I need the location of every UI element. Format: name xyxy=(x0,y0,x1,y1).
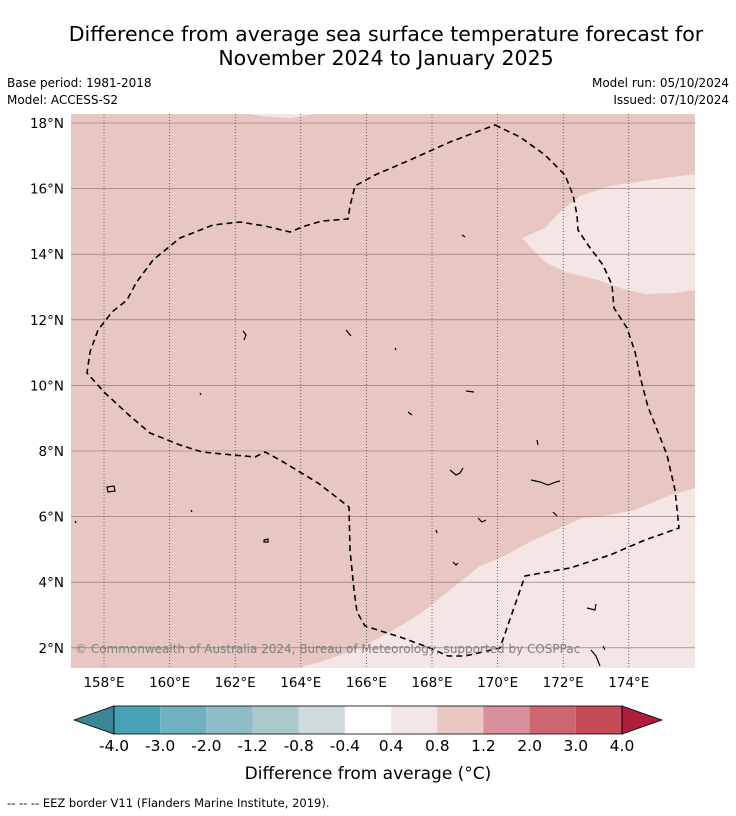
map-title: Difference from average sea surface temp… xyxy=(0,22,736,70)
latitude-labels: 18°N 16°N 14°N 12°N 10°N 8°N 6°N 4°N 2°N xyxy=(30,116,64,657)
lat-label: 18°N xyxy=(30,116,64,132)
colorbar-segment xyxy=(206,706,253,734)
colorbar-segment xyxy=(252,706,299,734)
colorbar-tick: 2.0 xyxy=(517,737,542,755)
lat-label: 6°N xyxy=(39,510,64,526)
anomaly-region-light-northeast xyxy=(522,174,695,294)
colorbar-segment xyxy=(114,706,161,734)
colorbar-tick: -2.0 xyxy=(191,737,221,755)
lat-label: 4°N xyxy=(39,575,64,591)
lon-label: 172°E xyxy=(543,675,584,691)
title-line-2: November 2024 to January 2025 xyxy=(218,46,554,70)
eez-border xyxy=(86,124,680,657)
lon-label: 174°E xyxy=(608,675,649,691)
colorbar-segment xyxy=(344,706,392,734)
lon-label: 158°E xyxy=(83,675,124,691)
model-run: Model run: 05/10/2024 xyxy=(591,76,729,90)
colorbar-tick: 1.2 xyxy=(471,737,496,755)
islands xyxy=(74,234,606,667)
colorbar-segment xyxy=(575,706,622,734)
colorbar-label: Difference from average (°C) xyxy=(244,764,492,784)
colorbar-tick: -3.0 xyxy=(145,737,175,755)
colorbar-segment xyxy=(437,706,484,734)
lat-label: 16°N xyxy=(30,182,64,198)
meta-right: Model run: 05/10/2024 Issued: 07/10/2024 xyxy=(592,75,729,109)
gridlines xyxy=(71,114,695,668)
colorbar-segment xyxy=(391,706,438,734)
title-line-1: Difference from average sea surface temp… xyxy=(68,22,704,46)
footnote: -- -- -- EEZ border V11 (Flanders Marine… xyxy=(7,796,330,810)
colorbar-segment xyxy=(298,706,345,734)
colorbar-tick: -0.8 xyxy=(284,737,314,755)
colorbar-segment xyxy=(483,706,530,734)
colorbar-tick: -1.2 xyxy=(237,737,267,755)
lat-label: 12°N xyxy=(30,313,64,329)
colorbar-frame xyxy=(113,705,623,735)
colorbar-tick: 4.0 xyxy=(610,737,635,755)
anomaly-region-light-southeast xyxy=(297,488,695,668)
lon-label: 170°E xyxy=(477,675,518,691)
issued-date: Issued: 07/10/2024 xyxy=(613,93,729,107)
lon-label: 164°E xyxy=(280,675,321,691)
lon-label: 166°E xyxy=(346,675,387,691)
model-name: Model: ACCESS-S2 xyxy=(7,93,119,107)
colorbar-segment xyxy=(160,706,207,734)
colorbar-segment xyxy=(529,706,576,734)
lat-label: 10°N xyxy=(30,378,64,394)
lat-label: 8°N xyxy=(39,444,64,460)
lon-label: 160°E xyxy=(149,675,190,691)
copyright-text: © Commonwealth of Australia 2024, Bureau… xyxy=(75,642,580,656)
colorbar-extend-low xyxy=(72,705,115,735)
lat-label: 2°N xyxy=(39,641,64,657)
colorbar-tick: 0.4 xyxy=(379,737,404,755)
colorbar-tick: -0.4 xyxy=(330,737,360,755)
colorbar-tick: -4.0 xyxy=(99,737,129,755)
map-area xyxy=(71,114,695,668)
meta-left: Base period: 1981-2018 Model: ACCESS-S2 xyxy=(7,75,152,109)
anomaly-region-light-top xyxy=(249,114,315,118)
lat-label: 14°N xyxy=(30,247,64,263)
base-period: Base period: 1981-2018 xyxy=(7,76,152,90)
lon-label: 162°E xyxy=(215,675,256,691)
longitude-labels: 158°E 160°E 162°E 164°E 166°E 168°E 170°E 172°E… xyxy=(83,675,649,691)
colorbar-extend-high xyxy=(621,705,664,735)
colorbar-tick: 0.8 xyxy=(425,737,450,755)
colorbar-tick: 3.0 xyxy=(563,737,588,755)
lon-label: 168°E xyxy=(411,675,452,691)
colorbar: -4.0 -3.0 -2.0 -1.2 -0.8 -0.4 0.4 0.8 1.2 2.0 3.0 4… xyxy=(72,705,664,755)
